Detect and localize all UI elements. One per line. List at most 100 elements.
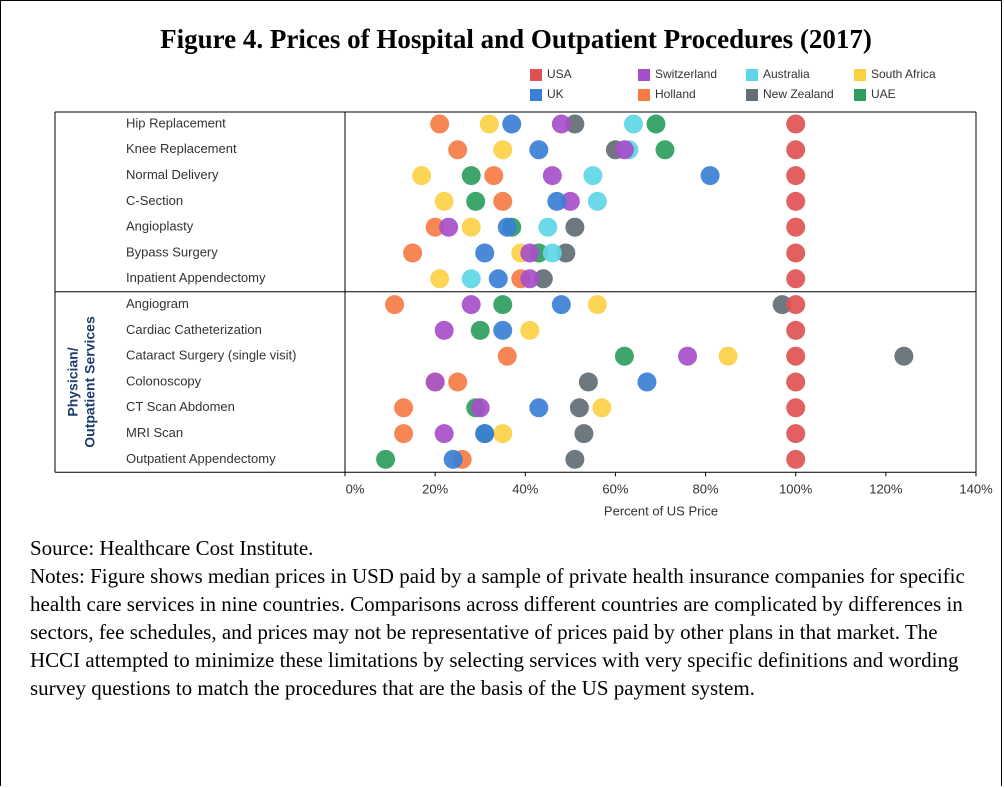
category-label: Hip Replacement: [126, 115, 226, 130]
dot: [461, 269, 481, 289]
category-label: Bypass Surgery: [126, 244, 218, 259]
dot: [403, 243, 423, 263]
legend-label: New Zealand: [763, 87, 834, 101]
legend-swatch: [746, 69, 758, 81]
dot: [443, 449, 463, 469]
dot: [614, 346, 634, 366]
dot: [439, 217, 459, 237]
legend-label: Switzerland: [655, 67, 717, 81]
category-label: Cataract Surgery (single visit): [126, 348, 297, 363]
dot: [786, 269, 806, 289]
dot: [430, 269, 450, 289]
dot: [493, 191, 513, 211]
dot: [479, 114, 499, 134]
dot: [493, 295, 513, 315]
dot: [430, 114, 450, 134]
legend-label: South Africa: [871, 67, 936, 81]
dot: [786, 372, 806, 392]
legend-label: UAE: [871, 87, 896, 101]
dot: [520, 269, 540, 289]
dot: [434, 191, 454, 211]
legend-label: USA: [547, 67, 572, 81]
x-tick-label: 60%: [602, 482, 628, 497]
dot: [894, 346, 914, 366]
group-label: Physician/Outpatient Services: [64, 316, 97, 448]
dot: [434, 424, 454, 444]
dot: [461, 166, 481, 186]
dot: [574, 424, 594, 444]
dot: [786, 320, 806, 340]
source: Source: Healthcare Cost Institute.: [30, 536, 314, 560]
dot: [493, 140, 513, 160]
dot: [786, 140, 806, 160]
dot: [461, 217, 481, 237]
dot: [786, 398, 806, 418]
x-tick-label: 20%: [422, 482, 448, 497]
dot: [394, 424, 414, 444]
group-label-line: Outpatient Services: [81, 316, 97, 448]
dot: [569, 398, 589, 418]
dot: [565, 449, 585, 469]
category-label: Angiogram: [126, 296, 189, 311]
dot: [538, 217, 558, 237]
dot: [493, 320, 513, 340]
dot: [565, 217, 585, 237]
dot: [475, 424, 495, 444]
dot: [587, 295, 607, 315]
dot: [592, 398, 612, 418]
dot: [425, 217, 445, 237]
legend-label: Australia: [763, 67, 810, 81]
dot: [718, 346, 738, 366]
dot: [551, 114, 571, 134]
legend-label: Holland: [655, 87, 696, 101]
dot: [786, 449, 806, 469]
group-label-line: Physician/: [64, 347, 80, 416]
category-label: Angioplasty: [126, 219, 194, 234]
x-tick-label: 40%: [512, 482, 538, 497]
legend-swatch: [530, 69, 542, 81]
dot: [623, 114, 643, 134]
dot: [551, 295, 571, 315]
dot: [412, 166, 432, 186]
dot: [786, 346, 806, 366]
x-axis-label: Percent of US Price: [604, 503, 718, 518]
dot: [542, 166, 562, 186]
category-label: Cardiac Catheterization: [126, 322, 262, 337]
x-tick-label: 100%: [779, 482, 813, 497]
dot: [786, 114, 806, 134]
dot: [772, 295, 792, 315]
dot: [700, 166, 720, 186]
dot: [470, 398, 490, 418]
dot: [385, 295, 405, 315]
category-label: Normal Delivery: [126, 167, 219, 182]
dot: [493, 424, 513, 444]
chart: Figure 4. Prices of Hospital and Outpati…: [54, 24, 993, 518]
x-tick-label: 120%: [869, 482, 903, 497]
dot: [542, 243, 562, 263]
dot: [488, 269, 508, 289]
legend-label: UK: [547, 87, 564, 101]
dot: [520, 320, 540, 340]
legend-swatch: [746, 89, 758, 101]
dot: [565, 114, 585, 134]
dot: [678, 346, 698, 366]
category-label: Inpatient Appendectomy: [126, 270, 266, 285]
dot: [376, 449, 396, 469]
category-label: Outpatient Appendectomy: [126, 451, 276, 466]
dot: [484, 166, 504, 186]
legend-swatch: [854, 89, 866, 101]
dot: [520, 243, 540, 263]
dot: [448, 140, 468, 160]
dot: [786, 243, 806, 263]
dot: [502, 114, 522, 134]
dot: [637, 372, 657, 392]
legend-swatch: [530, 89, 542, 101]
dot: [578, 372, 598, 392]
dot: [547, 191, 567, 211]
dot: [475, 243, 495, 263]
dot: [394, 398, 414, 418]
dot: [497, 217, 517, 237]
category-label: C-Section: [126, 193, 183, 208]
dot: [556, 243, 576, 263]
